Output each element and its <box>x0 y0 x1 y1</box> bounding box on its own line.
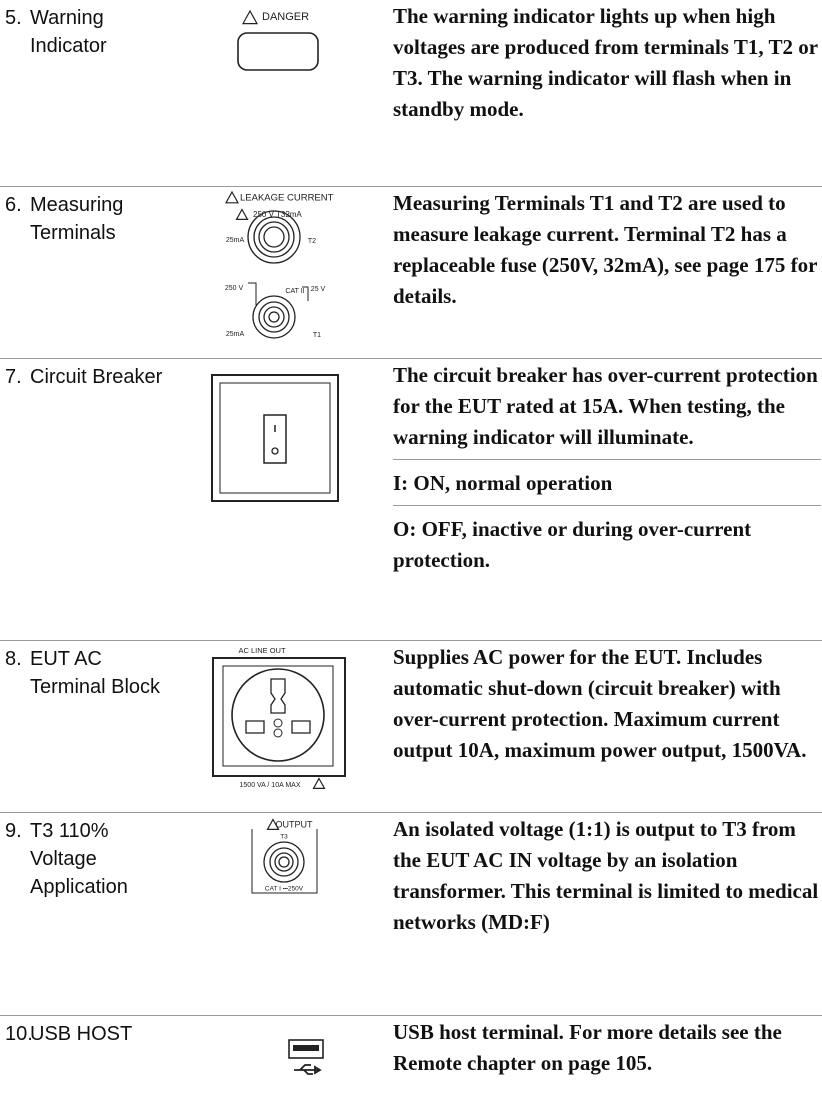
warning-symbol <box>266 818 280 830</box>
warning-symbol <box>241 9 259 25</box>
socket <box>231 668 325 762</box>
icon-label: 1500 VA / 10A MAX <box>240 782 301 789</box>
item-icon: LEAKAGE CURRENT 250 V T32mA 25mA T2 250 V CAT… <box>224 190 334 339</box>
item-name: T3 110% Voltage Application <box>30 820 128 898</box>
item-number: 5. <box>5 7 22 29</box>
item-name: USB HOST <box>30 1023 133 1045</box>
bracket <box>251 829 318 894</box>
icon-label: 25 V <box>311 286 326 293</box>
terminal <box>258 221 290 253</box>
description: Supplies AC power for the EUT. Includes … <box>393 641 821 772</box>
table-row: 5. Warning Indicator DANGER The warning ind… <box>0 0 822 187</box>
frame <box>212 657 346 777</box>
usb-symbol <box>294 1064 322 1075</box>
terminal <box>258 301 290 333</box>
icon-label: DANGER <box>262 11 309 23</box>
terminal <box>263 226 285 248</box>
item-number: 7. <box>5 366 22 388</box>
switch-off-mark <box>271 447 279 455</box>
icon-label: T1 <box>313 332 321 339</box>
warning-symbol <box>312 777 326 789</box>
icon-label: CAT II <box>285 288 304 295</box>
icon-label: 25mA <box>226 237 245 244</box>
warning-symbol <box>235 208 249 220</box>
usb-port <box>288 1039 324 1059</box>
bracket <box>248 282 309 305</box>
item-icon <box>288 1039 324 1075</box>
description: The circuit breaker has over-current pro… <box>393 359 821 582</box>
terminal <box>269 847 299 877</box>
icon-label: T2 <box>308 238 316 245</box>
icon-label: CAT I ⎓250V <box>265 886 304 893</box>
description-paragraph: The circuit breaker has over-current pro… <box>393 363 818 449</box>
item-number: 6. <box>5 194 22 216</box>
terminal <box>263 306 285 328</box>
table-row: 6. Measuring Terminals LEAKAGE CURRENT 250 … <box>0 187 822 359</box>
frame-inner <box>219 382 331 494</box>
terminal <box>253 216 295 258</box>
description-paragraph: I: ON, normal operation <box>393 459 821 505</box>
item-name: EUT AC Terminal Block <box>30 648 161 698</box>
icon-label: OUTPUT <box>276 819 314 829</box>
description: The warning indicator lights up when hig… <box>393 0 821 131</box>
icon-label: AC LINE OUT <box>238 646 286 655</box>
terminal <box>247 210 301 264</box>
indicator <box>237 32 319 71</box>
table-row: 9. T3 110% Voltage Application OUTPUT T3 CAT… <box>0 813 822 1016</box>
terminal <box>278 856 290 868</box>
terminal <box>252 295 296 339</box>
icon-label: 250 V <box>225 285 244 292</box>
item-number: 8. <box>5 648 22 670</box>
switch <box>263 414 287 464</box>
earth <box>273 728 283 738</box>
item-icon: DANGER <box>237 9 319 71</box>
item-icon <box>211 374 339 502</box>
item-name: Warning Indicator <box>30 7 107 57</box>
icon-label: 250 V T32mA <box>253 210 302 219</box>
icon-label: 25mA <box>226 331 245 338</box>
warning-symbol <box>224 190 240 204</box>
frame-inner <box>222 665 334 767</box>
description-paragraph: An isolated voltage (1:1) is output to T… <box>393 817 819 934</box>
terminal <box>274 852 294 872</box>
icon-label: LEAKAGE CURRENT <box>240 193 334 204</box>
description-paragraph: Measuring Terminals T1 and T2 are used t… <box>393 191 818 308</box>
description: An isolated voltage (1:1) is output to T… <box>393 813 821 944</box>
item-name: Circuit Breaker <box>30 366 163 388</box>
icon-label: T3 <box>280 834 288 841</box>
description-paragraph: USB host terminal. For more details see … <box>393 1020 782 1075</box>
item-number: 9. <box>5 820 22 842</box>
item-number: 10. <box>5 1023 33 1045</box>
socket-holes <box>245 678 311 734</box>
description-paragraph: Supplies AC power for the EUT. Includes … <box>393 645 807 762</box>
item-icon: OUTPUT T3 CAT I ⎓250V <box>251 818 318 894</box>
description-paragraph: O: OFF, inactive or during over-current … <box>393 505 821 582</box>
frame <box>211 374 339 502</box>
terminal <box>268 311 280 323</box>
description-paragraph: The warning indicator lights up when hig… <box>393 4 818 121</box>
usb-tongue <box>293 1045 319 1051</box>
item-icon: AC LINE OUT 1500 VA / 10A MAX <box>212 646 346 789</box>
table-row: 8. EUT AC Terminal Block AC LINE OUT 1500 V… <box>0 641 822 813</box>
description: USB host terminal. For more details see … <box>393 1016 821 1085</box>
table-row: 7. Circuit Breaker The circuit breaker has… <box>0 359 822 641</box>
item-name: Measuring Terminals <box>30 194 124 244</box>
earth <box>273 718 283 728</box>
table-row: 10. USB HOST USB host terminal. For more d… <box>0 1016 822 1096</box>
terminal <box>263 841 305 883</box>
description: Measuring Terminals T1 and T2 are used t… <box>393 187 821 318</box>
